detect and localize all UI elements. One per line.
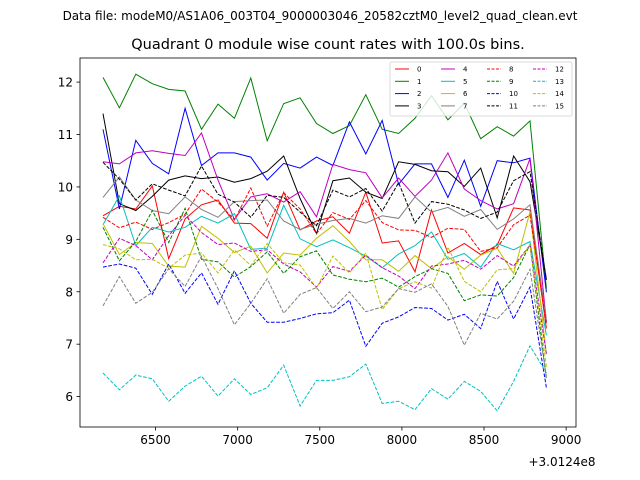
series-line-6 — [102, 211, 547, 355]
series-line-4 — [102, 131, 547, 323]
plot-area: 6500 7000 7500 8000 8500 90006789101112012345… — [58, 57, 582, 447]
series-line-13 — [102, 344, 547, 412]
legend-label-5: 5 — [463, 78, 467, 86]
legend-box — [389, 61, 573, 117]
legend-label-2: 2 — [417, 90, 421, 98]
y-tick-label: 6 — [65, 390, 73, 404]
x-tick-label: 6500 — [140, 433, 171, 447]
legend-label-0: 0 — [417, 66, 421, 74]
x-tick-label: 9000 — [551, 433, 582, 447]
legend-label-3: 3 — [417, 102, 421, 110]
y-tick-label: 8 — [65, 285, 73, 299]
series-line-3 — [102, 113, 547, 280]
series-line-11 — [102, 161, 547, 280]
x-tick-label: 8000 — [387, 433, 418, 447]
x-tick-label: 7000 — [222, 433, 253, 447]
series-line-2 — [102, 106, 547, 293]
legend-label-15: 15 — [555, 102, 564, 110]
x-offset-label: +3.0124e8 — [528, 455, 595, 469]
legend-label-1: 1 — [417, 78, 421, 86]
legend-label-14: 14 — [555, 90, 564, 98]
chart-title: Quadrant 0 module wise count rates with … — [131, 37, 525, 53]
series-line-0 — [102, 184, 547, 329]
legend-label-8: 8 — [509, 66, 513, 74]
legend-label-11: 11 — [509, 102, 518, 110]
series-line-1 — [102, 73, 547, 289]
x-tick-label: 8500 — [469, 433, 500, 447]
series-line-7 — [102, 176, 547, 322]
legend-label-10: 10 — [509, 90, 518, 98]
axes-frame — [79, 57, 577, 428]
y-tick-label: 12 — [58, 76, 73, 90]
y-tick-label: 7 — [65, 338, 73, 352]
y-tick-label: 9 — [65, 233, 73, 247]
series-line-14 — [102, 242, 547, 367]
series-line-10 — [102, 262, 547, 388]
legend-label-7: 7 — [463, 102, 467, 110]
series-line-12 — [102, 214, 547, 355]
legend-label-13: 13 — [555, 78, 564, 86]
x-tick-label: 7500 — [305, 433, 336, 447]
series-line-9 — [102, 207, 547, 380]
legend-label-4: 4 — [463, 66, 468, 74]
legend-label-12: 12 — [555, 66, 564, 74]
y-tick-label: 11 — [58, 128, 73, 142]
series-line-5 — [102, 194, 547, 336]
series-line-8 — [102, 186, 547, 324]
y-tick-label: 10 — [58, 180, 73, 194]
figure-suptitle: Data file: modeM0/AS1A06_003T04_90000030… — [63, 9, 578, 23]
legend-label-9: 9 — [509, 78, 513, 86]
legend-label-6: 6 — [463, 90, 468, 98]
series-line-15 — [102, 255, 547, 377]
